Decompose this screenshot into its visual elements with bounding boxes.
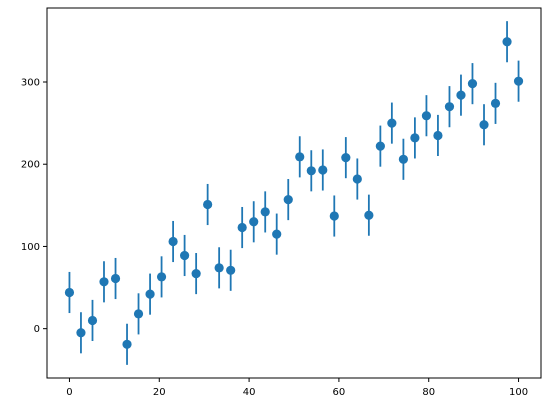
data-point	[122, 339, 132, 349]
data-point	[421, 111, 432, 121]
data-point	[410, 133, 420, 143]
x-tick-label: 80	[422, 387, 435, 398]
data-point	[156, 272, 167, 282]
data-point	[341, 153, 351, 163]
y-tick-label: 200	[21, 160, 40, 171]
data-point	[318, 165, 328, 175]
data-point	[226, 265, 236, 275]
data-point	[306, 166, 316, 176]
data-point	[272, 229, 282, 239]
y-tick-label: 300	[21, 78, 40, 89]
data-point	[76, 328, 86, 338]
x-tick-label: 0	[66, 387, 72, 398]
data-point	[99, 277, 109, 287]
data-point	[398, 154, 408, 164]
x-tick-label: 100	[509, 387, 528, 398]
data-point	[214, 263, 224, 273]
data-point	[433, 130, 443, 141]
y-tick-label: 100	[21, 242, 40, 253]
x-tick-label: 20	[153, 387, 166, 398]
data-point	[295, 152, 305, 162]
data-point	[387, 118, 397, 128]
data-point	[479, 120, 489, 130]
data-point	[467, 79, 478, 89]
data-point	[490, 98, 501, 108]
plot-area	[47, 8, 541, 378]
data-point	[456, 90, 466, 100]
data-point	[168, 236, 178, 247]
data-point	[87, 315, 98, 326]
data-point	[180, 250, 190, 261]
data-point	[133, 309, 144, 319]
data-point	[237, 222, 247, 233]
x-tick-label: 40	[243, 387, 256, 398]
data-point	[329, 211, 339, 221]
x-axis: 0 20 40 60 80 100	[66, 378, 528, 398]
data-point	[364, 210, 374, 220]
data-point	[249, 217, 259, 227]
data-point	[145, 289, 155, 299]
y-axis: 0 100 200 300	[21, 78, 47, 335]
data-point	[352, 174, 362, 184]
data-point	[260, 207, 270, 217]
data-point	[64, 287, 75, 298]
data-point	[444, 102, 455, 112]
point-layer	[64, 37, 524, 349]
plot-frame	[46, 7, 542, 379]
data-point	[375, 141, 385, 151]
data-point	[502, 37, 512, 47]
x-tick-label: 60	[333, 387, 346, 398]
data-point	[283, 194, 293, 205]
data-point	[110, 273, 121, 284]
data-point	[203, 199, 213, 210]
data-point	[513, 76, 524, 86]
data-point	[191, 268, 201, 279]
y-tick-label: 0	[34, 324, 40, 335]
